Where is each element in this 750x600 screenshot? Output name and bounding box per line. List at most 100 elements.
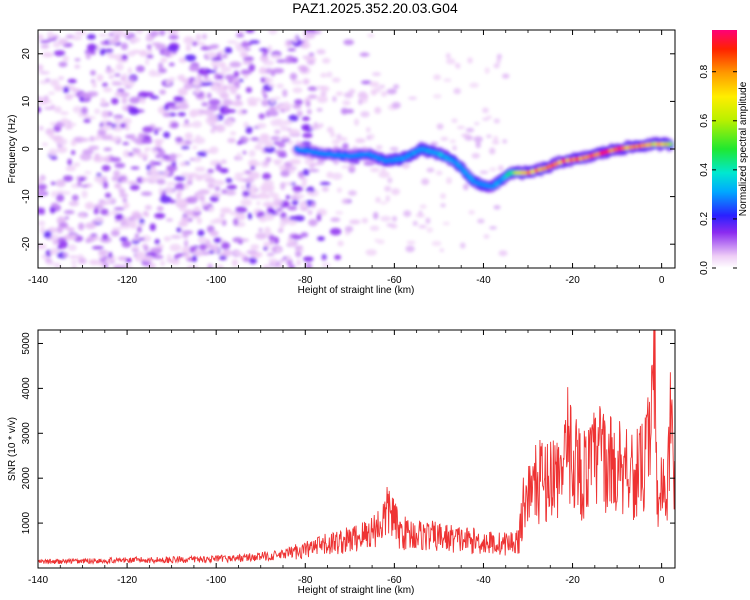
spectrogram-noise-cell — [153, 127, 163, 131]
spectrogram-noise-cell — [120, 224, 132, 230]
spectrogram-noise-cell — [43, 230, 52, 239]
spectrogram-noise-cell — [280, 125, 289, 132]
spectrogram-noise-cell — [240, 69, 251, 74]
spectrogram-noise-cell — [207, 168, 214, 174]
spectrogram-noise-cell — [182, 232, 189, 239]
spectrogram-noise-cell — [149, 223, 156, 232]
spectrogram-noise-cell — [216, 264, 224, 268]
spectrogram-noise-cell — [446, 180, 452, 185]
spectrogram-noise-cell — [146, 164, 151, 171]
spectrogram-noise-cell — [38, 243, 47, 250]
spectrogram-noise-cell — [129, 36, 141, 43]
spectrogram-noise-cell — [307, 209, 313, 216]
spectrogram-noise-cell — [74, 64, 81, 69]
spectrogram-noise-cell — [242, 60, 253, 65]
spectrogram-noise-cell — [276, 59, 287, 63]
spectrogram-noise-cell — [71, 88, 81, 93]
spectrogram-noise-cell — [54, 262, 61, 268]
spectrogram-noise-cell — [469, 82, 479, 88]
spectrogram-noise-cell — [64, 93, 73, 101]
spectrogram-noise-cell — [80, 106, 88, 115]
spectrogram-noise-cell — [45, 249, 52, 257]
spectrogram-noise-cell — [38, 220, 46, 226]
spectrogram-noise-cell — [184, 54, 197, 62]
spectrogram-noise-cell — [72, 105, 83, 114]
snr-x-tick-label: -20 — [565, 575, 580, 586]
spectrogram-noise-cell — [62, 252, 69, 257]
spectrogram-noise-cell — [502, 139, 508, 144]
spectrogram-noise-cell — [98, 253, 104, 259]
spectrogram-noise-cell — [141, 177, 148, 183]
spectrogram-noise-cell — [483, 234, 490, 239]
spectrogram-noise-cell — [322, 57, 331, 64]
spectrogram-noise-cell — [287, 240, 298, 248]
spectrogram-noise-cell — [127, 67, 132, 74]
spectrogram-noise-cell — [306, 108, 312, 115]
spectrogram-noise-cell — [111, 227, 123, 231]
spectrogram-noise-cell — [255, 232, 268, 240]
spectrogram-noise-cell — [317, 95, 328, 104]
spectrogram-noise-cell — [264, 145, 276, 154]
spectrogram-noise-cell — [143, 245, 149, 252]
spectrogram-noise-cell — [196, 217, 203, 225]
spectrogram-noise-cell — [248, 257, 258, 265]
spectrogram-noise-cell — [101, 110, 109, 118]
spectrogram-noise-cell — [349, 219, 361, 225]
spectrogram-noise-cell — [149, 95, 160, 100]
spectrogram-noise-cell — [245, 86, 253, 93]
spectrogram-noise-cell — [163, 236, 171, 242]
spectrogram-noise-cell — [253, 161, 261, 166]
spectrogram-noise-cell — [268, 234, 276, 241]
spectrogram-noise-cell — [114, 162, 126, 169]
spectrogram-noise-cell — [59, 111, 69, 115]
spectrogram-noise-cell — [321, 186, 329, 192]
spectrogram-noise-cell — [281, 120, 293, 125]
spectrogram-noise-cell — [304, 158, 315, 166]
spectrogram-x-tick-label: -60 — [387, 275, 402, 286]
spectrogram-noise-cell — [454, 62, 461, 68]
snr-x-tick-label: -40 — [476, 575, 491, 586]
spectrogram-y-tick-label: -10 — [21, 189, 32, 204]
spectrogram-noise-cell — [130, 134, 136, 142]
spectrogram-noise-cell — [183, 254, 192, 259]
spectrogram-noise-cell — [156, 205, 164, 212]
spectrogram-noise-cell — [304, 32, 316, 39]
spectrogram-noise-cell — [128, 107, 140, 116]
spectrogram-noise-cell — [440, 193, 446, 199]
spectrogram-noise-cell — [224, 74, 236, 81]
spectrogram-noise-cell — [309, 125, 316, 130]
spectrogram-noise-cell — [432, 94, 442, 99]
spectrogram-noise-cell — [205, 69, 217, 74]
spectrogram-noise-cell — [270, 54, 282, 59]
colorbar-label: Normalized spectral amplitude — [738, 81, 749, 216]
spectrogram-noise-cell — [306, 60, 315, 66]
spectrogram-noise-cell — [85, 239, 91, 243]
spectrogram-noise-cell — [39, 71, 50, 75]
spectrogram-noise-cell — [151, 174, 158, 183]
spectrogram-noise-cell — [183, 83, 194, 90]
spectrogram-noise-cell — [50, 121, 56, 126]
spectrogram-noise-cell — [43, 95, 49, 102]
spectrogram-noise-cell — [188, 65, 200, 72]
spectrogram-noise-cell — [384, 185, 392, 192]
spectrogram-noise-cell — [363, 161, 375, 166]
spectrogram-noise-cell — [274, 236, 280, 245]
spectrogram-noise-cell — [378, 171, 390, 179]
spectrogram-noise-cell — [263, 213, 275, 221]
snr-chart: -140 -120 -100 -80 -60 -40 -20 0 1000 2000 3000 40… — [7, 329, 676, 596]
spectrogram-noise-cell — [41, 142, 49, 146]
spectrogram-noise-cell — [177, 88, 188, 96]
spectrogram-noise-cell — [445, 58, 456, 65]
spectrogram-noise-cell — [68, 200, 80, 207]
spectrogram-noise-cell — [392, 216, 397, 222]
spectrogram-noise-cell — [149, 30, 159, 37]
spectrogram-noise-cell — [197, 193, 202, 198]
spectrogram-x-tick-label: 0 — [659, 275, 665, 286]
spectrogram-noise-cell — [380, 201, 388, 205]
spectrogram-noise-cell — [38, 106, 42, 113]
spectrogram-noise-cell — [342, 100, 351, 106]
spectrogram-noise-cell — [501, 73, 510, 79]
spectrogram-noise-cell — [145, 58, 150, 66]
spectrogram-noise-cell — [38, 207, 42, 215]
spectrogram-noise-cell — [235, 94, 241, 101]
